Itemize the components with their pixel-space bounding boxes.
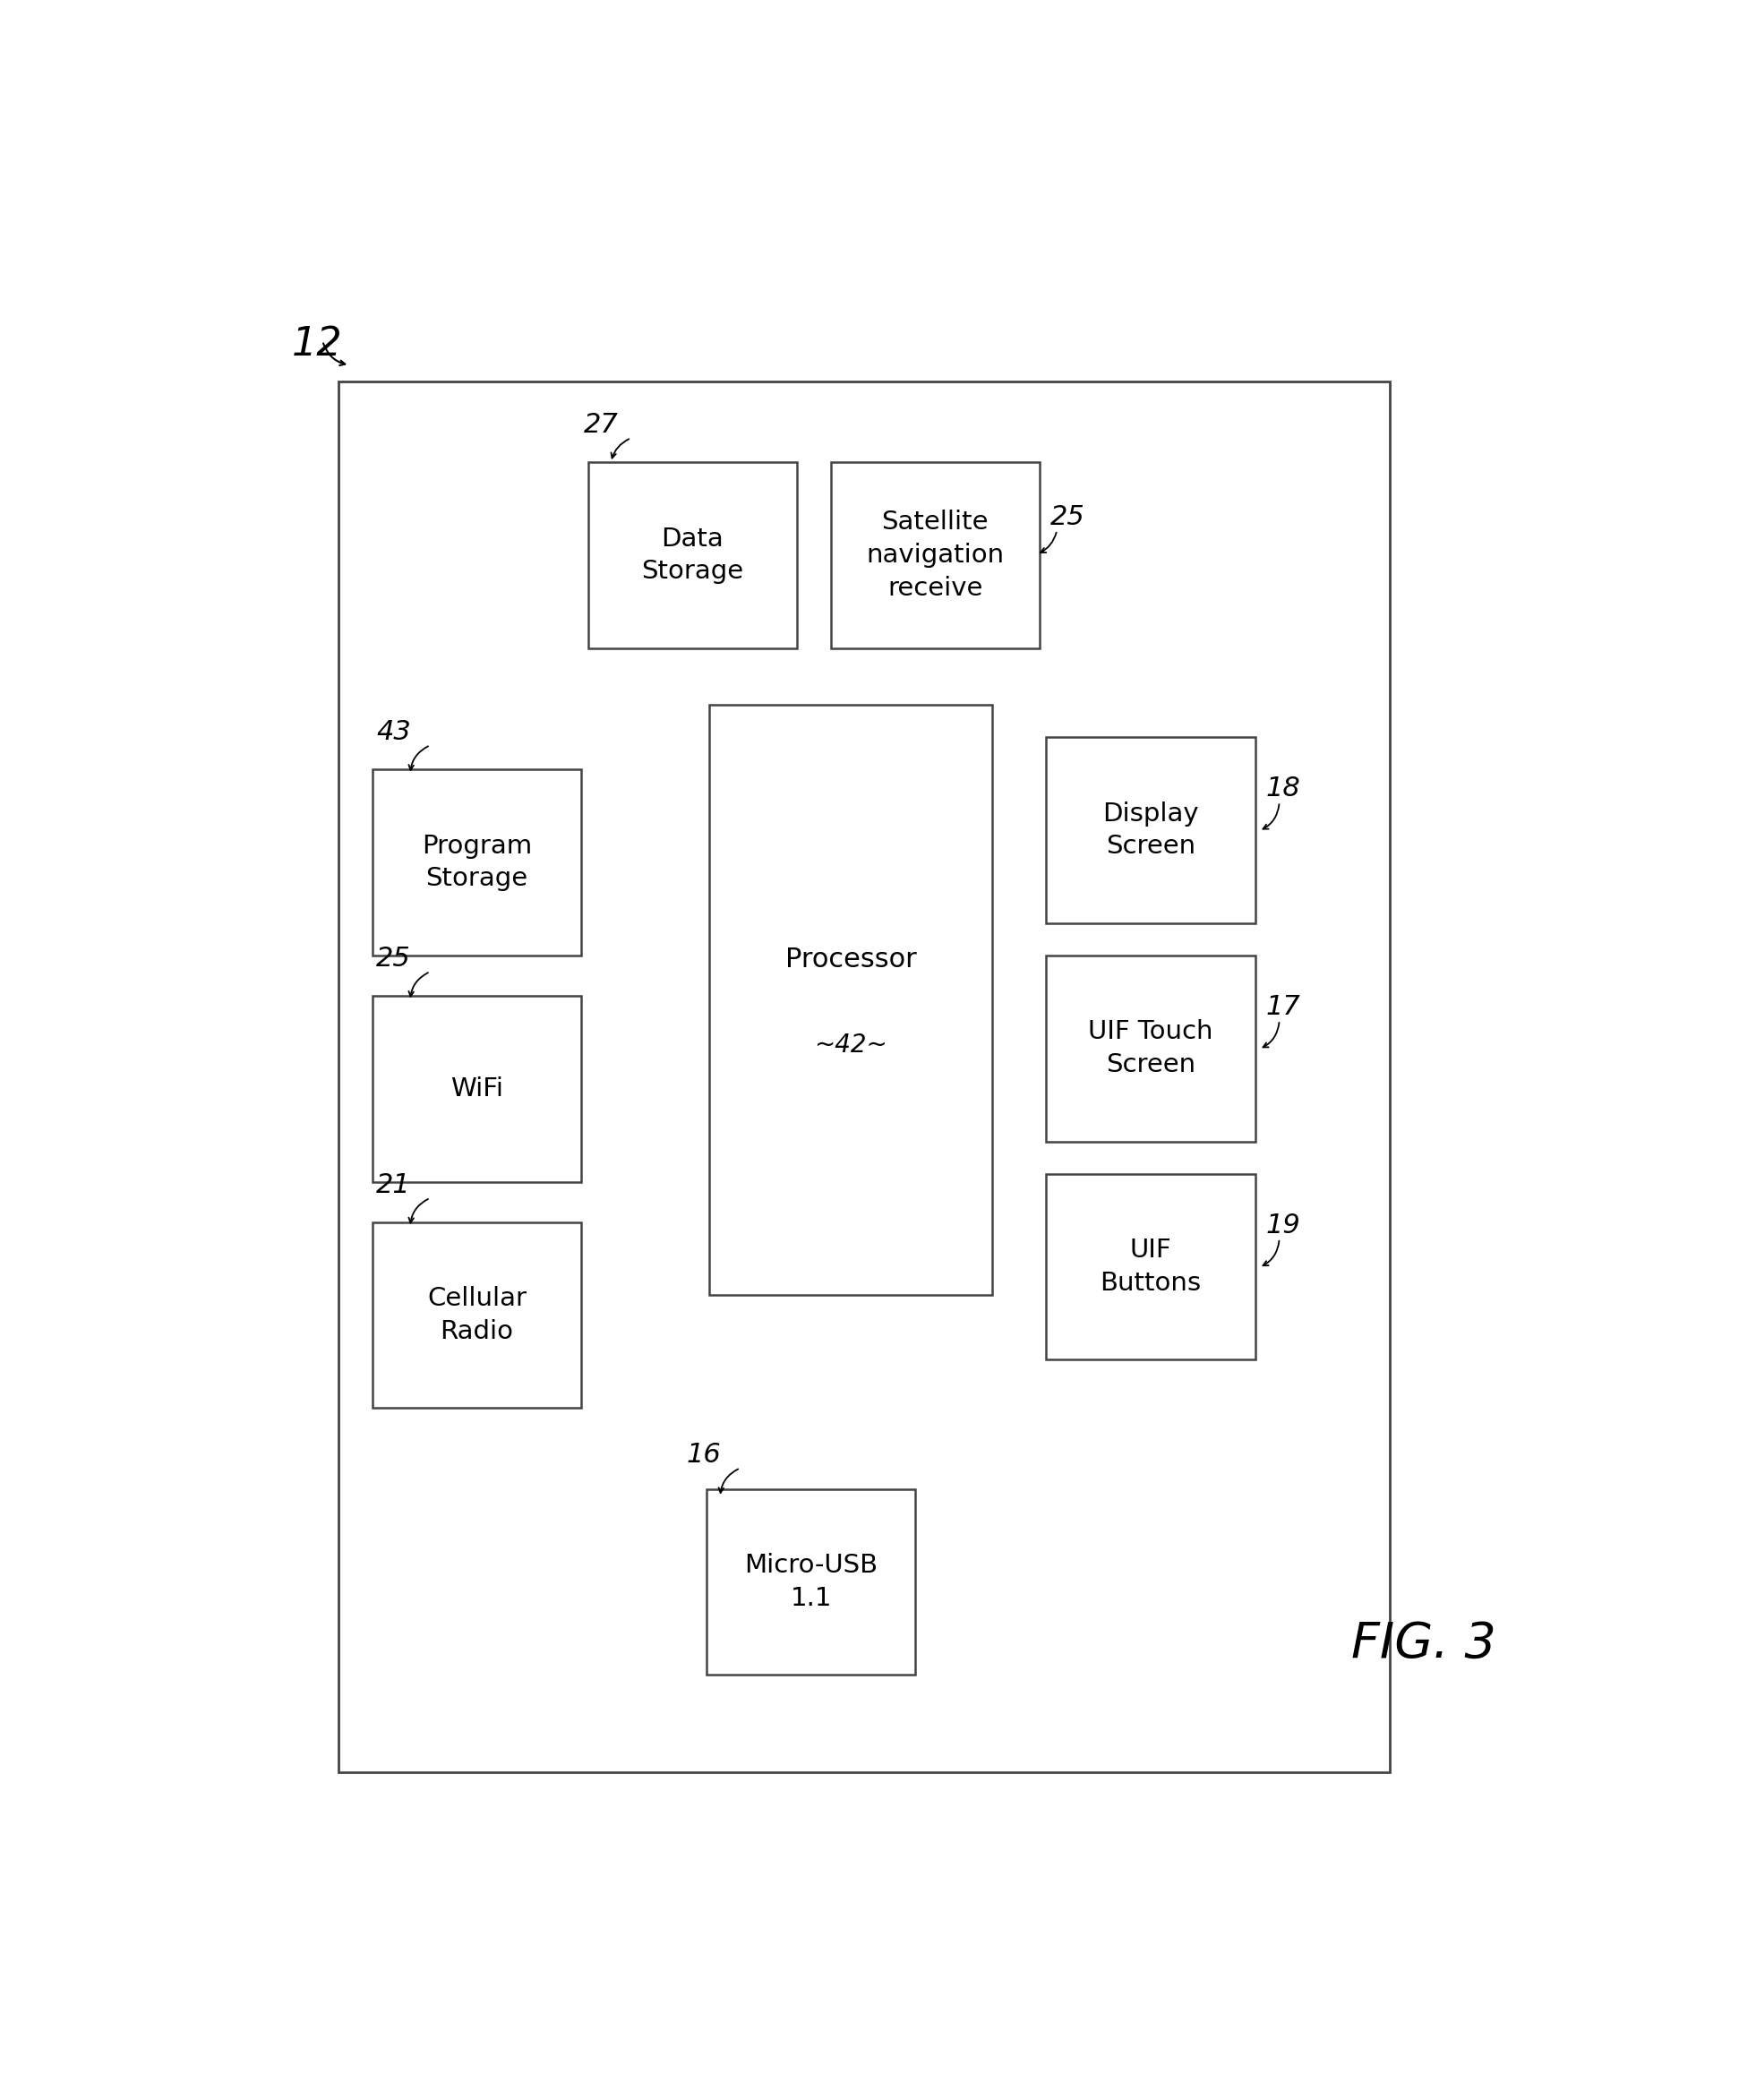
Bar: [372, 1222, 581, 1409]
Bar: [1047, 1174, 1256, 1359]
Text: Cellular
Radio: Cellular Radio: [428, 1285, 527, 1344]
Text: Program
Storage: Program Storage: [421, 834, 532, 890]
Text: 18: 18: [1266, 775, 1301, 802]
Text: 19: 19: [1266, 1212, 1301, 1239]
Text: WiFi: WiFi: [450, 1077, 503, 1100]
Bar: [1047, 737, 1256, 924]
Bar: [706, 1489, 915, 1676]
Text: Processor: Processor: [784, 947, 916, 972]
Text: 27: 27: [584, 412, 619, 439]
Text: 43: 43: [376, 718, 410, 746]
Text: Satellite
navigation
receive: Satellite navigation receive: [866, 510, 1003, 601]
Text: 25: 25: [376, 945, 410, 972]
Text: UIF
Buttons: UIF Buttons: [1101, 1237, 1202, 1296]
Text: Data
Storage: Data Storage: [642, 527, 744, 584]
Text: Display
Screen: Display Screen: [1103, 800, 1198, 859]
Bar: [339, 382, 1389, 1772]
Bar: [710, 706, 993, 1296]
Text: FIG. 3: FIG. 3: [1351, 1619, 1496, 1667]
Text: 12: 12: [292, 326, 343, 363]
Bar: [1047, 956, 1256, 1142]
Text: 25: 25: [1050, 504, 1085, 529]
Text: 17: 17: [1266, 993, 1301, 1021]
Bar: [831, 462, 1040, 649]
Text: 21: 21: [376, 1172, 410, 1197]
Bar: [372, 995, 581, 1182]
Bar: [588, 462, 796, 649]
Bar: [372, 769, 581, 956]
Text: UIF Touch
Screen: UIF Touch Screen: [1089, 1019, 1214, 1077]
Text: ~42~: ~42~: [814, 1033, 887, 1058]
Text: 16: 16: [687, 1443, 722, 1468]
Text: Micro-USB
1.1: Micro-USB 1.1: [744, 1554, 878, 1611]
